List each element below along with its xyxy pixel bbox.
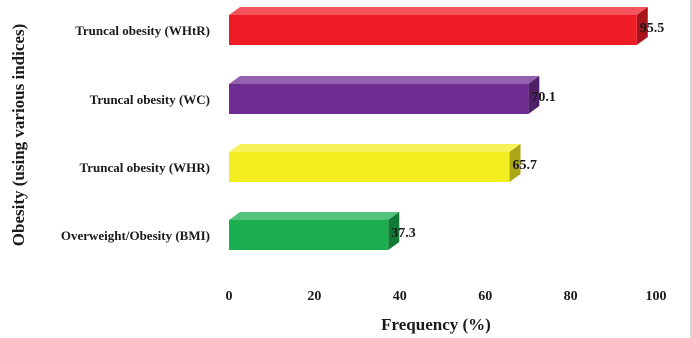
bar-front-face [229,220,389,250]
data-label: 70.1 [531,90,556,105]
x-tick-label: 100 [646,289,667,304]
bar-side-face [528,76,540,114]
bars-layer [229,7,648,250]
x-tick-label: 80 [564,289,578,304]
bar-top-face [229,7,648,15]
bar-side-face [388,212,400,250]
bar-front-face [229,84,529,114]
data-label: 37.3 [391,226,416,241]
category-label: Overweight/Obesity (BMI) [61,228,210,243]
y-axis-title: Obesity (using various indices) [9,24,28,246]
x-tick-label: 60 [478,289,492,304]
bar [229,76,540,114]
x-tick-label: 0 [226,289,233,304]
x-axis-title: Frequency (%) [381,315,491,334]
x-tick-label: 20 [307,289,321,304]
x-tick-labels: 0 20 40 60 80 100 [226,289,667,304]
data-label: 65.7 [513,158,538,173]
bar-front-face [229,152,510,182]
category-label: Truncal obesity (WHtR) [75,23,210,38]
category-label: Truncal obesity (WC) [90,92,210,107]
bar [229,212,400,250]
bar-front-face [229,15,637,45]
bar-top-face [229,76,540,84]
category-label: Truncal obesity (WHR) [80,160,210,175]
x-tick-label: 40 [393,289,407,304]
labels-layer: Truncal obesity (WHtR) 95.5 Truncal obesit… [61,21,664,243]
bar [229,7,648,45]
right-edge-divider [690,0,692,338]
bar [229,144,521,182]
bar-top-face [229,144,521,152]
bar-side-face [509,144,521,182]
bar-top-face [229,212,400,220]
bar-side-face [636,7,648,45]
data-label: 95.5 [640,21,665,36]
